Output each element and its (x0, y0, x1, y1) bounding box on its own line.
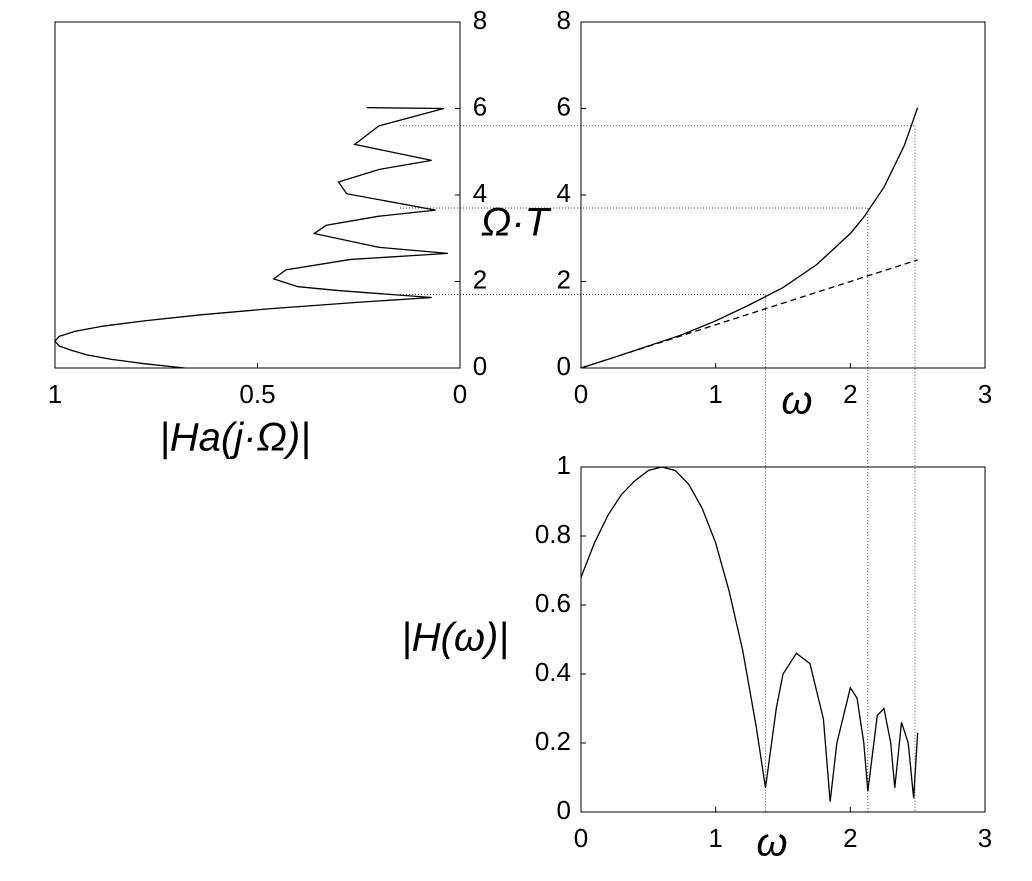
x-tick-label: 3 (978, 823, 992, 853)
data-line (580, 466, 919, 802)
y-tick-label: 0.4 (535, 657, 571, 687)
y-tick-label: 2 (473, 264, 487, 294)
x-axis-label: ω (756, 821, 787, 865)
x-tick-label: 0 (574, 379, 588, 409)
plot-frame (54, 21, 461, 369)
x-tick-label: 1 (708, 823, 722, 853)
plot-frame (580, 21, 986, 369)
x-tick-label: 3 (978, 379, 992, 409)
y-tick-label: 0 (557, 795, 571, 825)
x-tick-label: 1 (708, 379, 722, 409)
data-line (580, 107, 919, 369)
y-tick-label: 4 (557, 178, 571, 208)
data-line (54, 106, 448, 369)
y-tick-label: 6 (473, 91, 487, 121)
x-tick-label: 1 (48, 379, 62, 409)
x-tick-label: 2 (843, 379, 857, 409)
y-axis-label: Ω·T (481, 201, 552, 245)
x-tick-label: 0.5 (239, 379, 275, 409)
y-tick-label: 4 (473, 178, 487, 208)
y-tick-label: 8 (557, 5, 571, 35)
y-tick-label: 0.6 (535, 588, 571, 618)
y-tick-label: 0 (473, 351, 487, 381)
y-tick-label: 2 (557, 264, 571, 294)
y-tick-label: 0 (557, 351, 571, 381)
y-tick-label: 0.8 (535, 519, 571, 549)
y-tick-label: 8 (473, 5, 487, 35)
x-tick-label: 0 (574, 823, 588, 853)
y-tick-label: 0.2 (535, 726, 571, 756)
x-axis-label: ω (781, 379, 812, 423)
y-tick-label: 1 (557, 450, 571, 480)
x-axis-label: |Ha(j·Ω)| (159, 416, 310, 460)
y-tick-label: 6 (557, 91, 571, 121)
plot-frame (580, 466, 986, 813)
x-tick-label: 0 (453, 379, 467, 409)
data-line (580, 259, 918, 369)
x-tick-label: 2 (843, 823, 857, 853)
y-axis-label: |H(ω)| (401, 616, 508, 660)
